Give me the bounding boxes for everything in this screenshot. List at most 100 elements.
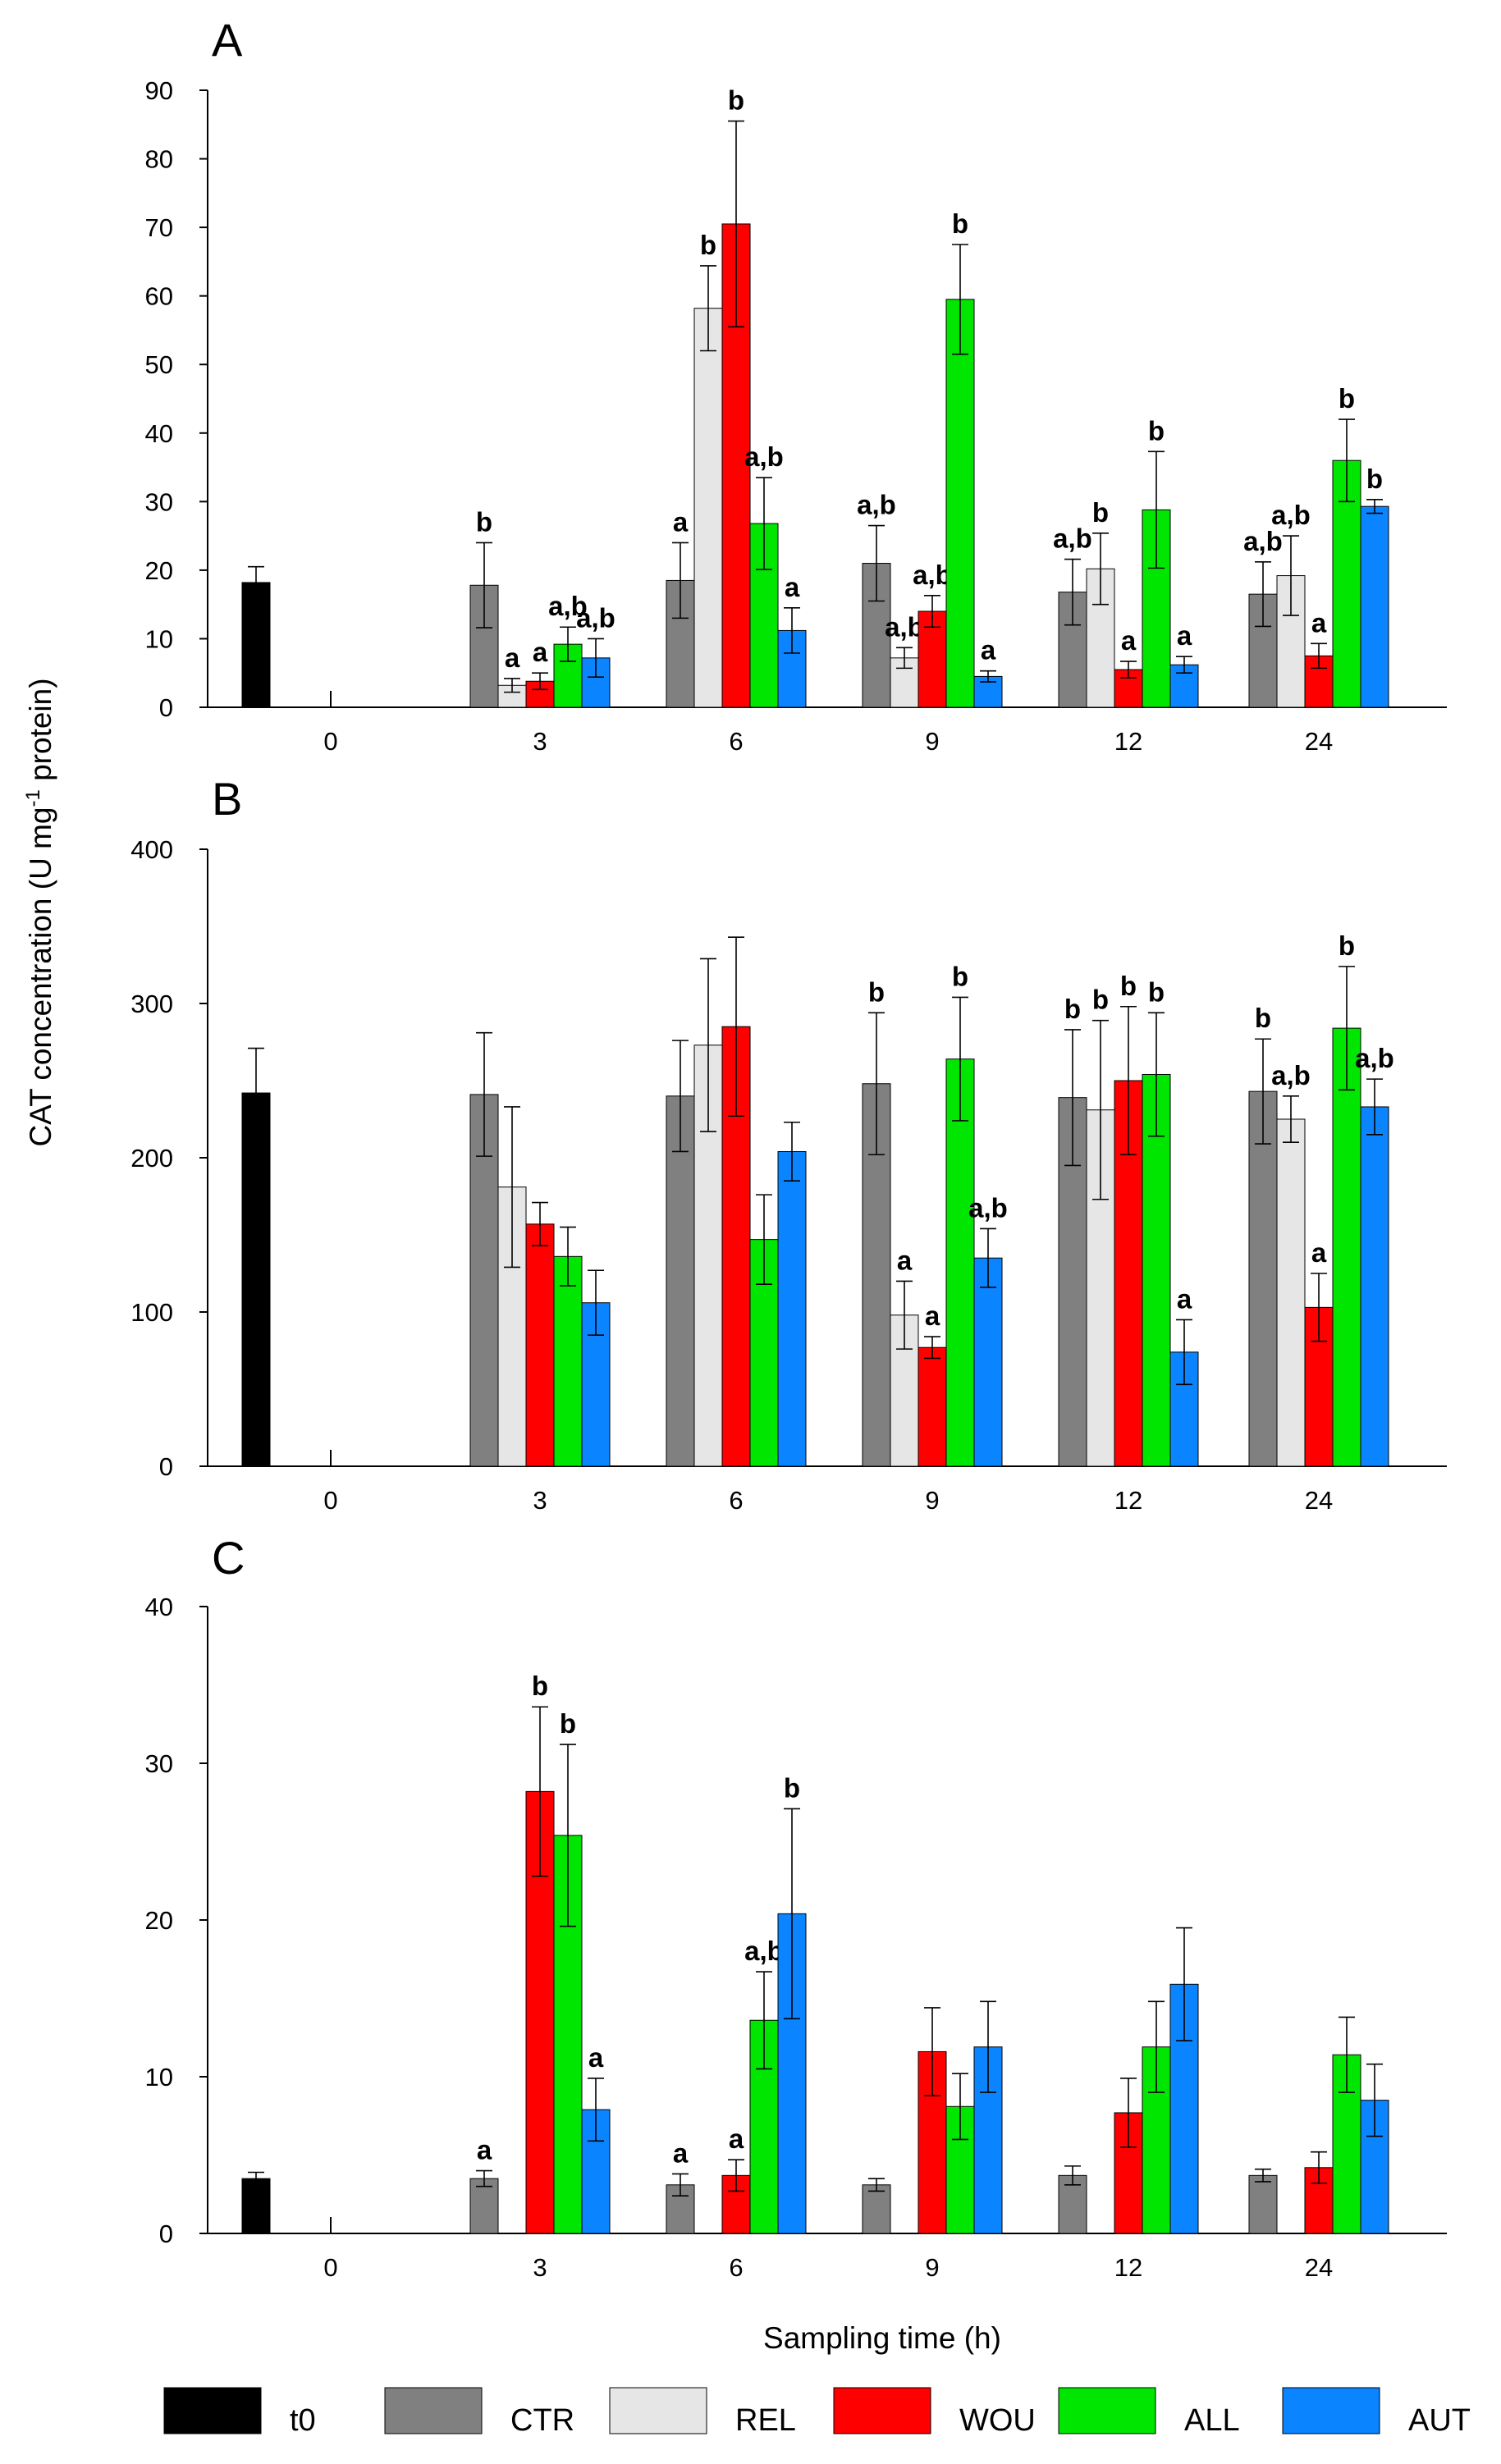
- significance-label: b: [1339, 930, 1355, 961]
- error-bar-aut: [784, 607, 800, 654]
- bar-ctr: [862, 2184, 891, 2234]
- significance-label: b: [700, 230, 716, 260]
- error-bar-aut: [980, 670, 996, 683]
- bar-t0: [241, 582, 271, 708]
- error-bar-wou: [1120, 661, 1137, 679]
- error-bar-all: [756, 1971, 772, 2070]
- bar-all: [1332, 1027, 1361, 1467]
- error-bar-all: [1148, 2000, 1165, 2093]
- y-tick-label: 20: [145, 556, 173, 585]
- significance-label: a: [588, 2042, 604, 2073]
- bar-all: [945, 299, 975, 708]
- y-tick-label: 40: [145, 419, 173, 448]
- x-tick-label: 0: [323, 727, 337, 756]
- error-bar-all: [1339, 966, 1355, 1091]
- x-tick-label: 12: [1114, 727, 1142, 756]
- legend-label: WOU: [959, 2403, 1036, 2438]
- error-bar-rel: [1092, 532, 1109, 606]
- error-bar-ctr: [868, 524, 885, 602]
- significance-label: b: [1092, 497, 1109, 528]
- bar-t0: [241, 2178, 271, 2234]
- significance-label: a: [673, 506, 689, 537]
- significance-label: a: [1177, 620, 1192, 651]
- x-tick-label: 6: [729, 2253, 743, 2282]
- significance-label: b: [728, 85, 744, 116]
- significance-label: b: [1255, 1003, 1271, 1033]
- error-bar-rel: [896, 1280, 913, 1350]
- y-tick-label: 80: [145, 145, 173, 174]
- error-bar-all: [560, 1226, 576, 1287]
- y-axis-title-superscript: -1: [22, 789, 44, 807]
- y-tick-label: 10: [145, 624, 173, 653]
- significance-label: a: [785, 572, 800, 602]
- significance-label: a: [729, 2123, 744, 2154]
- significance-label: a,b: [548, 591, 588, 621]
- significance-label: b: [868, 976, 885, 1007]
- legend-swatch: [1058, 2387, 1156, 2434]
- y-tick-label: 0: [159, 2219, 173, 2248]
- x-tick-label: 6: [729, 1486, 743, 1515]
- error-bar-ctr: [476, 542, 492, 629]
- error-bar-aut: [1366, 2063, 1383, 2137]
- legend-swatch: [833, 2387, 931, 2434]
- error-bar-aut: [1366, 499, 1383, 514]
- significance-label: a,b: [1053, 523, 1092, 554]
- error-bar-ctr: [868, 2178, 885, 2192]
- significance-label: a,b: [913, 560, 952, 590]
- bar-rel: [693, 308, 723, 708]
- x-tick-label: 12: [1114, 1486, 1142, 1515]
- error-bar-all: [560, 626, 576, 662]
- significance-label: b: [560, 1708, 576, 1739]
- y-tick-label: 30: [145, 487, 173, 516]
- error-bar-aut: [588, 1269, 604, 1336]
- error-bar-aut: [1176, 1319, 1192, 1386]
- error-bar-aut: [588, 638, 604, 679]
- error-bar-wou: [728, 120, 744, 328]
- bar-wou: [525, 1223, 555, 1467]
- significance-label: a: [505, 642, 520, 673]
- significance-label: b: [952, 208, 968, 239]
- significance-label: b: [1148, 415, 1165, 446]
- legend-item-wou: WOU: [833, 2387, 1036, 2438]
- panel-c: C 0 10 20 30 40 0 3 6 9 12 24 a a b a b a,b a b: [145, 1532, 1447, 2282]
- error-bar-rel: [504, 678, 520, 693]
- significance-label: a: [897, 1245, 913, 1275]
- x-tick-label: 9: [925, 1486, 939, 1515]
- error-bar-rel: [1283, 1095, 1299, 1143]
- significance-label: a,b: [744, 441, 784, 472]
- y-axis-title: CAT concentration (U mg-1 protein): [22, 678, 57, 1146]
- legend-label: t0: [290, 2403, 316, 2438]
- significance-label: a: [1121, 625, 1137, 656]
- legend-item-t0: t0: [163, 2387, 316, 2438]
- significance-label: b: [952, 961, 968, 991]
- error-bar-all: [1148, 1012, 1165, 1137]
- significance-label: b: [532, 1671, 548, 1701]
- bar-ctr: [469, 584, 499, 708]
- error-bar-ctr: [1255, 1038, 1271, 1145]
- x-tick-label: 0: [323, 1486, 337, 1515]
- error-bar-aut: [784, 1121, 800, 1182]
- y-tick-label: 300: [130, 990, 173, 1018]
- error-bar-wou: [532, 1201, 548, 1246]
- error-bar-rel: [1283, 535, 1299, 616]
- y-tick-label: 20: [145, 1906, 173, 1935]
- significance-label: a,b: [576, 602, 616, 633]
- error-bar-wou: [924, 595, 940, 629]
- bar-ctr: [469, 2178, 499, 2234]
- x-tick-label: 6: [729, 727, 743, 756]
- error-bar-all: [756, 1194, 772, 1285]
- bar-all: [553, 1255, 583, 1467]
- error-bar-all: [560, 1744, 576, 1927]
- bar-ctr: [1248, 1090, 1278, 1467]
- error-bar-aut: [1176, 1927, 1192, 2041]
- error-bar-t0: [248, 565, 264, 599]
- error-bar-wou: [728, 936, 744, 1118]
- error-bar-aut: [588, 2078, 604, 2142]
- significance-label: b: [1339, 383, 1355, 414]
- significance-label: b: [1148, 976, 1165, 1007]
- significance-label: a: [925, 1301, 940, 1331]
- y-tick-label: 60: [145, 282, 173, 311]
